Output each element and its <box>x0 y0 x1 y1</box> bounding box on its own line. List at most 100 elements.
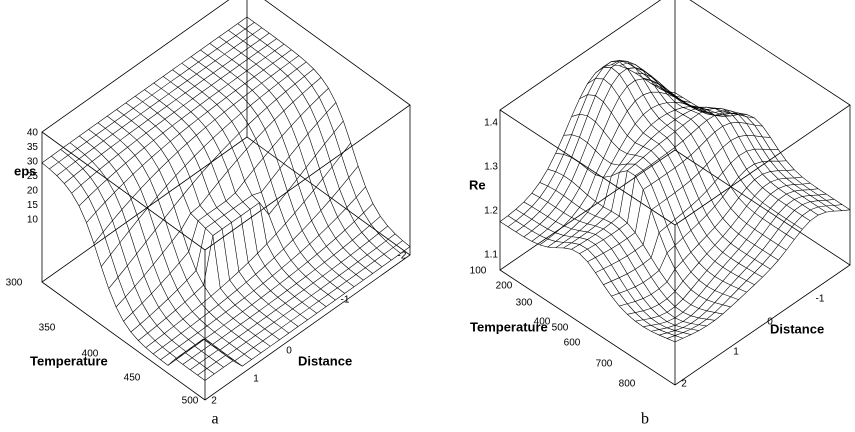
z-tick-label: 10 <box>27 215 39 226</box>
mesh-line <box>152 165 359 355</box>
x-tick-label: 100 <box>470 266 487 277</box>
y-tick-label: 2 <box>211 396 217 407</box>
mesh-line <box>539 182 715 321</box>
x-tick-label: 350 <box>39 323 56 334</box>
mesh-line <box>49 22 255 170</box>
mesh-line <box>651 83 827 213</box>
x-tick-label: 300 <box>6 278 23 289</box>
mesh-line <box>71 38 277 194</box>
mesh-line <box>531 78 707 242</box>
mesh-line <box>209 43 373 274</box>
mesh-line <box>555 153 731 308</box>
z-tick-label: 1.3 <box>484 162 498 173</box>
z-tick-label: 35 <box>27 142 39 153</box>
mesh-line <box>204 246 411 381</box>
mesh-line <box>135 95 299 327</box>
mesh-line <box>200 49 364 281</box>
mesh-line <box>595 134 771 273</box>
surface-plot <box>41 0 411 401</box>
x-axis-title: Temperature <box>30 353 108 368</box>
mesh-line <box>172 69 336 301</box>
mesh-line <box>51 155 215 375</box>
x-tick-label: 200 <box>496 281 513 292</box>
y-tick-label: -2 <box>398 251 407 262</box>
mesh-line <box>162 76 327 307</box>
mesh-line <box>587 78 763 278</box>
mesh-line <box>666 91 843 211</box>
mesh-line <box>619 62 795 240</box>
mesh-line <box>651 193 827 332</box>
mesh-line <box>595 67 771 270</box>
surface-plot <box>499 0 851 386</box>
mesh-line <box>643 188 819 328</box>
mesh-line <box>79 135 243 367</box>
mesh-line <box>603 148 779 285</box>
x-tick-label: 500 <box>182 396 199 407</box>
z-tick-label: 15 <box>27 200 39 211</box>
mesh-line <box>86 49 292 223</box>
y-tick-label: -1 <box>341 295 350 306</box>
y-tick-label: 0 <box>286 346 292 357</box>
mesh-line <box>123 88 329 322</box>
x-tick-label: 600 <box>564 338 581 349</box>
mesh-line <box>145 142 351 348</box>
mesh-line <box>115 77 322 308</box>
mesh-line <box>60 149 224 368</box>
y-tick-label: 0 <box>767 317 773 328</box>
z-tick-label: 30 <box>27 157 39 168</box>
mesh-line <box>64 32 270 184</box>
x-tick-label: 300 <box>516 298 533 309</box>
y-tick-label: -1 <box>816 294 825 305</box>
box-top <box>41 0 411 251</box>
y-axis-title: Distance <box>770 321 824 336</box>
x-tick-label: 400 <box>534 317 551 328</box>
panel-label: b <box>641 411 649 428</box>
mesh-line <box>659 199 835 336</box>
mesh-line <box>153 82 317 314</box>
mesh-line <box>190 233 396 370</box>
mesh-line <box>190 56 355 288</box>
mesh-line <box>611 160 787 297</box>
y-tick-label: 1 <box>253 374 259 385</box>
mesh-line <box>182 225 388 365</box>
x-tick-label: 400 <box>82 349 99 360</box>
mesh-line <box>674 92 851 211</box>
mesh-line <box>674 209 851 343</box>
mesh-line <box>160 186 366 360</box>
y-tick-label: 1 <box>733 347 739 358</box>
mesh-line <box>658 87 835 212</box>
mesh-line <box>635 182 811 322</box>
panel-label: a <box>211 411 218 428</box>
mesh-line <box>107 115 271 347</box>
z-tick-label: 1.2 <box>484 206 498 217</box>
mesh-line <box>144 89 308 321</box>
mesh-line <box>246 16 411 247</box>
mesh-line <box>56 27 262 176</box>
mesh-line <box>108 68 314 289</box>
mesh-line <box>175 216 381 360</box>
mesh-line <box>130 102 337 333</box>
mesh-line <box>603 61 779 261</box>
mesh-line <box>181 62 345 294</box>
mesh-line <box>643 77 819 216</box>
x-tick-label: 500 <box>552 323 569 334</box>
mesh-line <box>69 142 234 361</box>
mesh-line <box>627 176 803 315</box>
z-tick-label: 1.4 <box>484 118 498 129</box>
y-axis-title: Distance <box>298 353 352 368</box>
z-tick-label: 20 <box>27 186 39 197</box>
mesh-line <box>41 162 206 381</box>
mesh-line <box>611 60 787 251</box>
x-tick-label: 700 <box>596 359 613 370</box>
mesh-line <box>666 204 843 339</box>
mesh-line <box>555 106 731 248</box>
x-tick-label: 800 <box>619 379 636 390</box>
mesh-line <box>627 67 803 230</box>
mesh-line <box>138 120 344 341</box>
z-tick-label: 25 <box>27 171 39 182</box>
z-tick-label: 1.1 <box>484 250 498 261</box>
y-tick-label: 2 <box>681 379 687 390</box>
mesh-line <box>167 203 374 366</box>
x-axis-title: Temperature <box>470 319 548 334</box>
